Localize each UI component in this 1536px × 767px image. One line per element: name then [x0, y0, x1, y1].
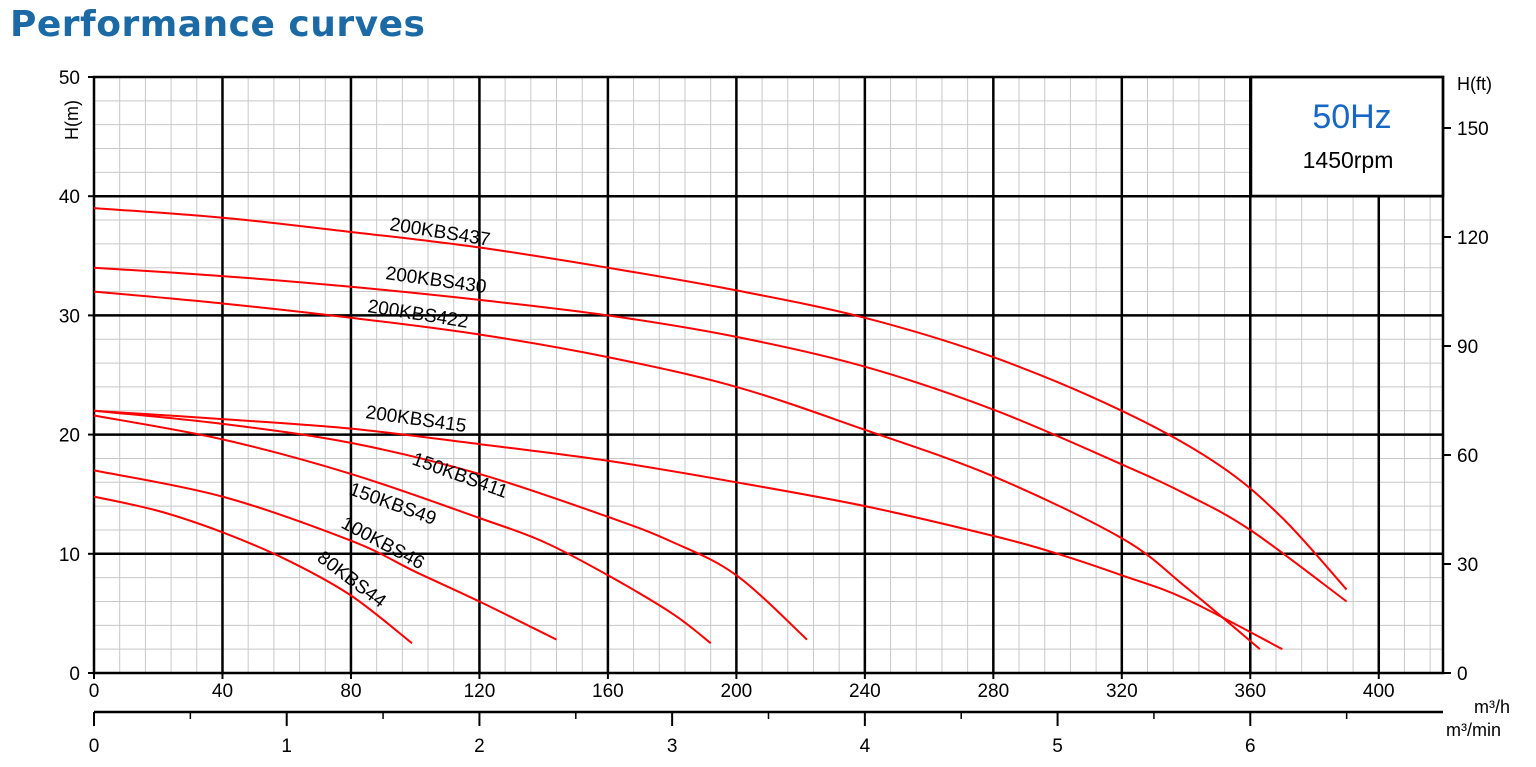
x-axis-unit-m3h: m³/h: [1474, 697, 1510, 717]
y-tick-label-right: 90: [1457, 337, 1478, 358]
major-grid: [94, 77, 1443, 673]
frequency-label: 50Hz: [1312, 98, 1391, 136]
curve-80KBS44: [93, 495, 413, 644]
x2-tick-label: 0: [89, 736, 100, 757]
curve-label-200KBS430: 200KBS430: [384, 263, 487, 298]
x-tick-label: 120: [464, 681, 496, 702]
x2-tick-label: 6: [1245, 736, 1256, 757]
x2-tick-label: 4: [860, 736, 871, 757]
y-tick-label-left: 0: [69, 664, 80, 685]
x-tick-label: 360: [1234, 681, 1266, 702]
y-tick-label-right: 30: [1457, 555, 1478, 576]
x-tick-label: 40: [212, 681, 233, 702]
y-axis-label-right: H(ft): [1457, 74, 1492, 94]
x2-tick-label: 5: [1052, 736, 1063, 757]
curve-label-150KBS411: 150KBS411: [409, 449, 510, 503]
curve-150KBS411: [93, 409, 808, 641]
curve-200KBS437: [93, 207, 1348, 591]
y-tick-label-left: 40: [59, 187, 80, 208]
curve-150KBS49: [93, 414, 712, 644]
y-tick-label-right: 150: [1457, 119, 1489, 140]
page-title: Performance curves: [10, 4, 426, 45]
x-tick-label: 80: [340, 681, 361, 702]
x2-tick-label: 2: [474, 736, 485, 757]
x2-tick-label: 3: [667, 736, 678, 757]
x-tick-label: 320: [1106, 681, 1138, 702]
curve-200KBS415: [93, 409, 1283, 651]
x-tick-label: 400: [1363, 681, 1395, 702]
x-axis-unit-m3min: m³/min: [1446, 720, 1501, 740]
curves: [93, 207, 1348, 651]
info-box: [1249, 75, 1445, 198]
y-axis-label-left: H(m): [62, 100, 82, 140]
curve-100KBS46: [93, 469, 557, 641]
y-tick-label-right: 60: [1457, 446, 1478, 467]
y-tick-label-left: 50: [59, 68, 80, 89]
y-tick-label-right: 120: [1457, 228, 1489, 249]
x-tick-label: 280: [977, 681, 1009, 702]
axis-ticks: 0 40 80 120 160 200 240 280 320 360 40001020304050…: [59, 68, 1489, 757]
curve-200KBS422: [93, 290, 1261, 650]
x-tick-label: 240: [849, 681, 881, 702]
plot-frame: [92, 75, 1445, 675]
speed-label: 1450rpm: [1303, 147, 1394, 173]
x2-tick-label: 1: [281, 736, 292, 757]
y-tick-label-right: 0: [1457, 664, 1468, 685]
curve-200KBS430: [93, 266, 1348, 603]
minor-grid: [94, 77, 1443, 673]
x-tick-label: 0: [89, 681, 100, 702]
y-tick-label-left: 30: [59, 306, 80, 327]
x-tick-label: 200: [721, 681, 753, 702]
y-tick-label-left: 10: [59, 545, 80, 566]
y-tick-label-left: 20: [59, 426, 80, 447]
x-tick-label: 160: [592, 681, 624, 702]
